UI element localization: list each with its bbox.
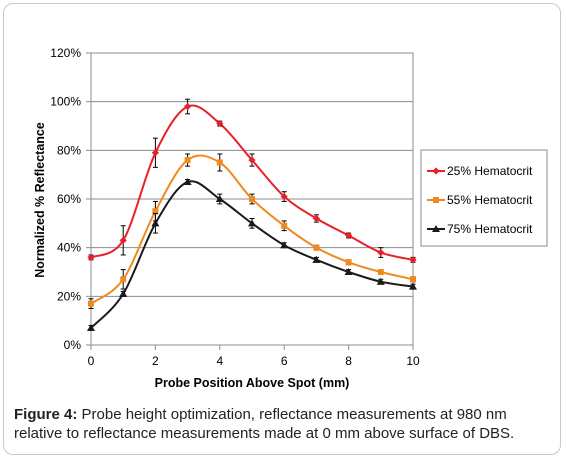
- data-point: [183, 177, 192, 185]
- series-line: [90, 154, 414, 305]
- data-point: [120, 276, 127, 283]
- y-tick-label: 80%: [57, 143, 81, 157]
- caption-text: Probe height optimization, reflectance m…: [14, 406, 515, 442]
- legend-item: 75% Hematocrit: [427, 222, 533, 236]
- data-point: [280, 241, 289, 249]
- data-point: [215, 195, 224, 202]
- x-axis-title: Probe Position Above Spot (mm): [155, 376, 350, 390]
- legend-label: 55% Hematocrit: [447, 193, 533, 207]
- caption-label: Figure 4:: [14, 406, 78, 423]
- data-point: [248, 156, 256, 164]
- data-point: [151, 149, 159, 157]
- x-tick-label: 6: [281, 354, 288, 368]
- x-tick-label: 4: [216, 354, 223, 368]
- data-point: [152, 208, 159, 215]
- data-point: [184, 102, 192, 111]
- legend-marker: [432, 167, 440, 175]
- data-point: [377, 269, 384, 275]
- y-tick-label: 120%: [50, 46, 81, 60]
- data-point: [249, 196, 255, 202]
- x-tick-label: 8: [345, 354, 352, 368]
- legend-item: 25% Hematocrit: [427, 164, 533, 178]
- data-point: [88, 300, 94, 307]
- series-1: [87, 98, 417, 264]
- data-point: [376, 277, 385, 285]
- x-axis-ticks: 0 2 4 6 8 10: [88, 345, 420, 368]
- data-point: [87, 323, 95, 331]
- legend-label: 25% Hematocrit: [447, 164, 533, 178]
- y-axis-ticks: 0% 20% 40% 60% 80% 100% 120%: [50, 46, 91, 352]
- data-point: [119, 236, 127, 244]
- data-point: [184, 157, 191, 164]
- data-point: [377, 248, 385, 257]
- legend-marker: [433, 197, 439, 203]
- data-point: [216, 159, 223, 166]
- series-3: [87, 177, 417, 331]
- data-point: [313, 244, 320, 251]
- data-point: [280, 192, 288, 201]
- legend-marker: [432, 225, 440, 232]
- x-tick-label: 2: [152, 354, 159, 368]
- legend-item: 55% Hematocrit: [427, 193, 533, 207]
- data-point: [87, 253, 95, 261]
- data-point: [409, 282, 417, 290]
- line-chart: 0% 20% 40% 60% 80% 100% 120% 0 2 4 6 8 10 Probe Pos…: [33, 46, 548, 390]
- x-tick-label: 10: [406, 354, 420, 368]
- y-tick-label: 60%: [57, 192, 81, 206]
- figure-caption: Figure 4: Probe height optimization, ref…: [14, 405, 554, 443]
- series-group: [87, 98, 417, 331]
- data-point: [281, 222, 288, 229]
- x-tick-label: 0: [88, 354, 95, 368]
- y-axis-title: Normalized % Reflectance: [33, 122, 47, 278]
- data-point: [216, 119, 224, 128]
- y-tick-label: 100%: [50, 95, 81, 109]
- data-point: [151, 219, 160, 227]
- data-point: [410, 276, 416, 283]
- data-point: [312, 214, 320, 223]
- data-point: [248, 219, 256, 227]
- data-point: [345, 259, 352, 266]
- y-tick-label: 40%: [57, 241, 81, 255]
- data-point: [409, 256, 417, 264]
- y-tick-label: 0%: [64, 338, 82, 352]
- data-point: [312, 255, 321, 263]
- y-tick-label: 20%: [57, 289, 81, 303]
- legend: 25% Hematocrit 55% Hematocrit 75% Hematocr…: [420, 149, 548, 247]
- series-line: [90, 104, 414, 261]
- series-2: [88, 153, 416, 309]
- data-point: [345, 231, 353, 240]
- data-point: [344, 268, 353, 275]
- legend-label: 75% Hematocrit: [447, 222, 533, 236]
- data-point: [119, 289, 128, 297]
